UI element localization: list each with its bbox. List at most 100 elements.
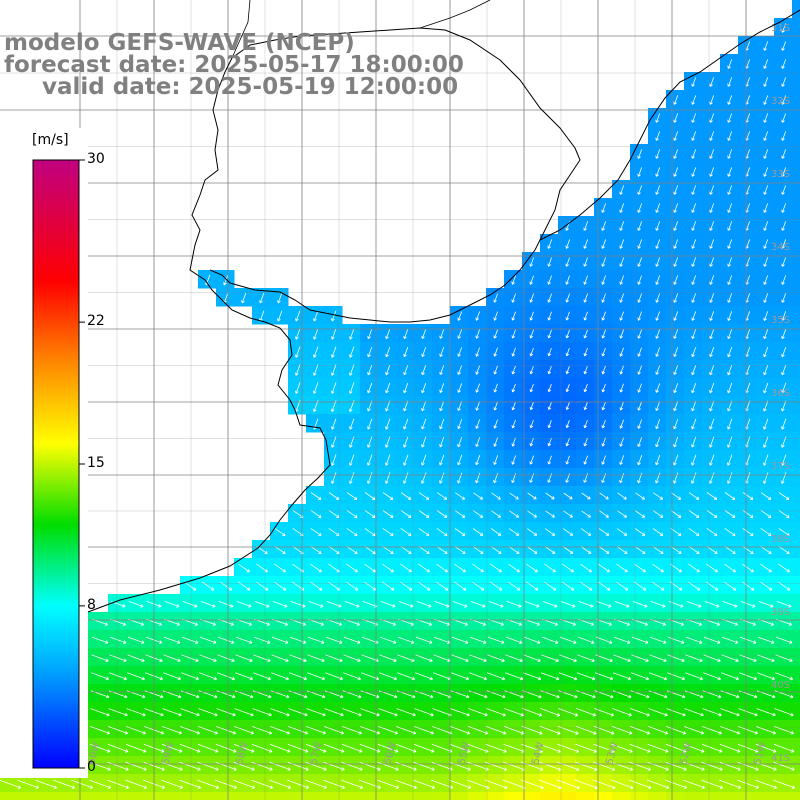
wind-arrow bbox=[288, 708, 308, 717]
field-cell bbox=[432, 594, 451, 613]
wind-arrow bbox=[520, 761, 544, 771]
field-cell bbox=[792, 594, 800, 613]
field-cell bbox=[774, 216, 793, 235]
wind-arrow bbox=[637, 185, 643, 195]
field-cell bbox=[774, 666, 793, 685]
wind-arrow bbox=[197, 761, 219, 771]
field-cell bbox=[144, 666, 163, 685]
wind-arrow bbox=[310, 545, 322, 555]
wind-arrow bbox=[382, 492, 394, 500]
wind-arrow bbox=[673, 401, 679, 412]
wind-arrow bbox=[601, 203, 607, 213]
wind-arrow bbox=[737, 779, 760, 789]
field-cell bbox=[792, 486, 800, 505]
field-cell bbox=[666, 432, 685, 451]
field-cell bbox=[360, 450, 379, 469]
field-cell bbox=[792, 432, 800, 451]
field-cell bbox=[342, 324, 361, 343]
field-cell bbox=[198, 738, 217, 757]
field-cell bbox=[702, 684, 721, 703]
field-cell bbox=[540, 648, 559, 667]
wind-arrow bbox=[344, 601, 360, 608]
field-cell bbox=[774, 648, 793, 667]
field-cell bbox=[342, 738, 361, 757]
field-cell bbox=[684, 72, 703, 91]
field-cell bbox=[162, 666, 181, 685]
wind-arrow bbox=[289, 672, 308, 681]
field-cell bbox=[594, 594, 613, 613]
field-cell bbox=[144, 720, 163, 739]
wind-arrow bbox=[634, 510, 646, 518]
wind-arrow bbox=[781, 275, 787, 285]
wind-arrow bbox=[529, 365, 534, 375]
wind-arrow bbox=[179, 761, 201, 771]
field-cell bbox=[666, 270, 685, 289]
field-cell bbox=[594, 378, 613, 397]
field-cell bbox=[504, 432, 523, 451]
wind-arrow bbox=[655, 365, 661, 375]
wind-arrow bbox=[637, 239, 643, 249]
wind-arrow bbox=[367, 382, 373, 394]
field-cell bbox=[594, 720, 613, 739]
wind-arrow bbox=[634, 528, 646, 536]
field-cell bbox=[324, 450, 343, 469]
wind-arrow bbox=[737, 743, 759, 753]
wind-arrow bbox=[709, 149, 715, 159]
field-cell bbox=[594, 342, 613, 361]
field-cell bbox=[702, 648, 721, 667]
field-cell bbox=[594, 756, 613, 775]
wind-arrow bbox=[652, 510, 664, 518]
field-cell bbox=[486, 378, 505, 397]
wind-arrow bbox=[781, 23, 787, 33]
field-cell bbox=[558, 324, 577, 343]
wind-arrow bbox=[763, 221, 769, 231]
wind-arrow bbox=[235, 636, 253, 644]
field-cell bbox=[450, 432, 469, 451]
field-cell bbox=[792, 306, 800, 325]
wind-arrow bbox=[341, 779, 364, 789]
wind-arrow bbox=[238, 563, 250, 573]
wind-arrow bbox=[547, 455, 552, 465]
wind-arrow bbox=[601, 401, 606, 411]
field-cell bbox=[666, 612, 685, 631]
wind-arrow bbox=[706, 510, 718, 518]
field-cell bbox=[144, 738, 163, 757]
field-cell bbox=[756, 306, 775, 325]
field-cell bbox=[558, 306, 577, 325]
field-cell bbox=[360, 702, 379, 721]
field-cell bbox=[630, 306, 649, 325]
wind-arrow bbox=[385, 329, 391, 340]
field-cell bbox=[576, 594, 595, 613]
field-cell bbox=[540, 378, 559, 397]
wind-arrow bbox=[509, 510, 520, 518]
field-cell bbox=[720, 162, 739, 181]
wind-arrow bbox=[349, 454, 355, 466]
field-cell bbox=[774, 90, 793, 109]
field-cell bbox=[792, 630, 800, 649]
wind-arrow bbox=[778, 528, 790, 536]
wind-arrow bbox=[274, 528, 286, 536]
field-cell bbox=[738, 684, 757, 703]
field-cell bbox=[648, 756, 667, 775]
wind-arrow bbox=[451, 636, 469, 644]
field-cell bbox=[90, 630, 109, 649]
field-cell bbox=[504, 414, 523, 433]
wind-arrow bbox=[475, 454, 481, 466]
field-cell bbox=[126, 738, 145, 757]
field-cell bbox=[558, 252, 577, 271]
field-cell bbox=[270, 774, 289, 793]
wind-arrow bbox=[511, 293, 516, 303]
field-cell bbox=[306, 774, 325, 793]
wind-arrow bbox=[529, 311, 534, 321]
field-cell bbox=[324, 324, 343, 343]
wind-arrow bbox=[683, 743, 705, 753]
wind-arrow bbox=[418, 492, 430, 500]
field-cell bbox=[270, 738, 289, 757]
wind-arrow bbox=[727, 346, 733, 358]
field-cell bbox=[396, 324, 415, 343]
field-cell bbox=[288, 684, 307, 703]
field-cell bbox=[504, 342, 523, 361]
field-cell bbox=[756, 108, 775, 127]
field-cell bbox=[792, 612, 800, 631]
wind-arrow bbox=[439, 454, 445, 466]
